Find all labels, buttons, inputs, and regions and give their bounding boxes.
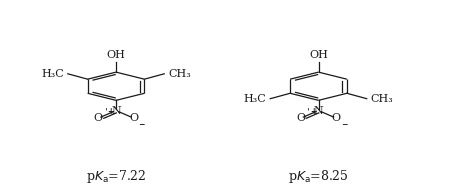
Text: CH₃: CH₃ [371, 94, 394, 104]
Text: O: O [129, 113, 138, 123]
Text: −: − [138, 120, 145, 129]
Text: H₃C: H₃C [243, 94, 266, 104]
Text: p$K_{\rm a}$=7.22: p$K_{\rm a}$=7.22 [86, 168, 146, 185]
Text: +: + [107, 107, 114, 116]
Text: OH: OH [309, 50, 328, 60]
Text: N: N [313, 105, 324, 116]
Text: ': ' [307, 107, 310, 116]
Text: H₃C: H₃C [41, 69, 64, 79]
Text: −: − [341, 120, 347, 129]
Text: +: + [310, 107, 316, 116]
Text: O: O [296, 113, 305, 123]
Text: N: N [111, 105, 121, 116]
Text: CH₃: CH₃ [168, 69, 191, 79]
Text: O: O [94, 113, 103, 123]
Text: ': ' [105, 107, 107, 116]
Text: O: O [332, 113, 341, 123]
Text: OH: OH [106, 50, 126, 60]
Text: p$K_{\rm a}$=8.25: p$K_{\rm a}$=8.25 [288, 168, 349, 185]
